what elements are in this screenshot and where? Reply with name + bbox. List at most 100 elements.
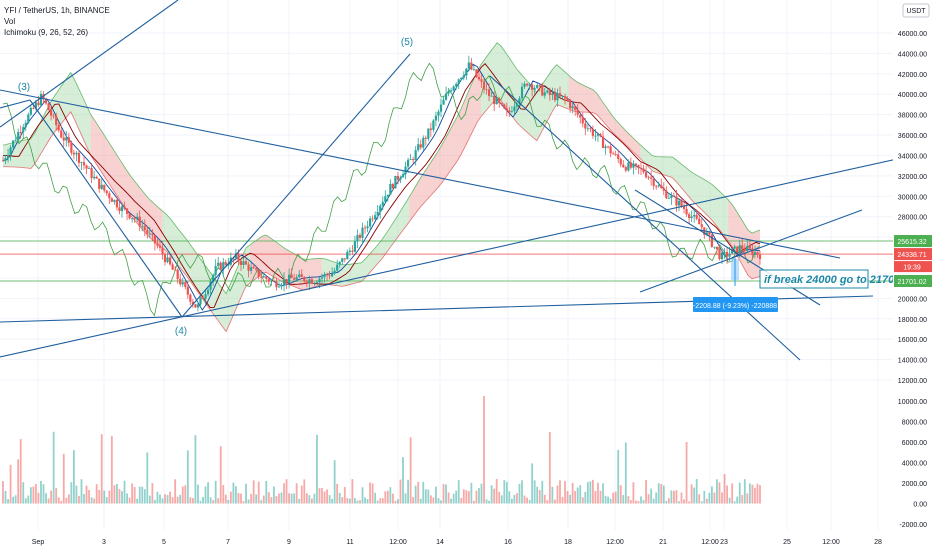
candle-body xyxy=(594,135,597,137)
countdown-label: 19:39 xyxy=(903,265,921,272)
volume-bar xyxy=(695,479,698,504)
candle-body xyxy=(325,274,329,276)
volume-bar xyxy=(592,479,594,504)
candle-body xyxy=(450,90,453,92)
volume-bar xyxy=(143,489,146,504)
volume-bar xyxy=(478,488,480,504)
candle-body xyxy=(650,177,653,179)
volume-bar xyxy=(186,450,189,504)
candle-body xyxy=(222,262,225,270)
volume-bar xyxy=(78,495,80,504)
candle-body xyxy=(168,257,172,265)
volume-bar xyxy=(533,480,536,504)
volume-bar xyxy=(394,500,397,504)
price-axis[interactable]: 46000.00 44000.00 42000.00 40000.00 38000.00… xyxy=(893,0,932,550)
candle-body xyxy=(346,251,349,260)
candle-body xyxy=(475,69,478,77)
volume-bar xyxy=(460,497,463,504)
trendline-upper-left[interactable] xyxy=(0,0,179,128)
candle-body xyxy=(462,75,465,78)
candle-body xyxy=(556,93,559,101)
candle-body xyxy=(622,164,625,168)
cloud-segment xyxy=(473,71,478,131)
volume-bar xyxy=(265,480,268,504)
wave-line-c[interactable] xyxy=(181,53,411,318)
candle-body xyxy=(627,162,630,171)
candle-body xyxy=(234,253,238,259)
volume-bar xyxy=(546,500,549,504)
candle-body xyxy=(465,68,468,76)
note-text[interactable]: if break 24000 go to 21700 xyxy=(764,274,901,286)
volume-bar xyxy=(133,487,136,504)
cloud-segment xyxy=(724,195,729,241)
volume-bar xyxy=(300,485,303,504)
candle-body xyxy=(219,262,222,270)
cloud-segment xyxy=(38,117,43,158)
trendline-channel-upper[interactable] xyxy=(639,209,863,293)
candle-body xyxy=(743,249,746,252)
candle-body xyxy=(328,275,331,277)
volume-bar xyxy=(690,484,693,504)
cloud-segment xyxy=(369,249,374,273)
candle-body xyxy=(214,265,217,275)
volume-indicator-label[interactable]: Vol xyxy=(4,17,16,26)
cloud-segment xyxy=(377,240,382,264)
volume-bar xyxy=(151,483,154,504)
wave-line-b[interactable] xyxy=(29,99,183,318)
price-tick-label: 20000.00 xyxy=(898,296,927,303)
cloud-segment xyxy=(732,204,737,254)
volume-bar xyxy=(462,489,465,504)
annotations[interactable]: (3) (4) (5) -2208.88 (-9.23%) -220888 if bre… xyxy=(18,37,901,337)
volume-bar xyxy=(510,498,513,504)
candle-body xyxy=(98,178,101,189)
cloud-segment xyxy=(345,264,350,286)
cloud-segment xyxy=(230,275,235,323)
volume-bar xyxy=(713,492,716,504)
level-price-tag xyxy=(894,235,932,248)
volume-bar xyxy=(174,479,177,504)
candle-body xyxy=(498,98,501,104)
candle-body xyxy=(87,168,91,169)
volume-bar xyxy=(126,493,128,504)
volume-bar xyxy=(543,494,546,504)
wave-line-a[interactable] xyxy=(0,99,31,109)
volume-bar xyxy=(716,479,718,504)
volume-bar xyxy=(260,500,263,504)
candle-body xyxy=(513,106,516,112)
volume-bar xyxy=(455,490,458,504)
cloud-segment xyxy=(14,141,19,168)
volume-bar xyxy=(495,478,498,504)
volume-bar xyxy=(399,479,402,504)
trendline-rising[interactable] xyxy=(0,158,898,358)
volume-bar xyxy=(179,494,182,504)
symbol-title[interactable]: YFI / TetherUS, 1h, BINANCE xyxy=(4,6,110,15)
cloud-segment xyxy=(604,104,609,128)
volume-bar xyxy=(576,487,579,504)
time-axis[interactable]: Sep 3 5 7 9 11 12:00 14 16 18 12:00 21 12:00 23 25 12:0… xyxy=(0,530,932,550)
candle-body xyxy=(295,277,298,280)
volume-bar xyxy=(250,493,253,504)
volume-bar xyxy=(255,494,258,504)
cloud-segment xyxy=(516,69,521,127)
currency-badge[interactable] xyxy=(902,3,930,18)
candle-body xyxy=(629,162,632,168)
volume-bar xyxy=(493,488,496,504)
volume-bar xyxy=(361,487,364,504)
candle-body xyxy=(247,264,250,271)
volume-bar xyxy=(473,500,475,504)
cloud-segment xyxy=(297,255,302,290)
ichimoku-indicator-label[interactable]: Ichimoku (9, 26, 52, 26) xyxy=(4,28,89,37)
volume-bar xyxy=(528,499,531,504)
volume-bar xyxy=(141,486,144,504)
candle-body xyxy=(93,176,96,179)
volume-bar xyxy=(622,495,625,504)
cloud-segment xyxy=(429,158,434,198)
trendline-channel-lower[interactable] xyxy=(489,75,801,361)
candle-body xyxy=(189,294,192,302)
price-tick-label: 12000.00 xyxy=(898,378,927,385)
candle-body xyxy=(728,253,731,257)
candle-body xyxy=(563,96,567,99)
cloud-segment xyxy=(98,126,103,174)
